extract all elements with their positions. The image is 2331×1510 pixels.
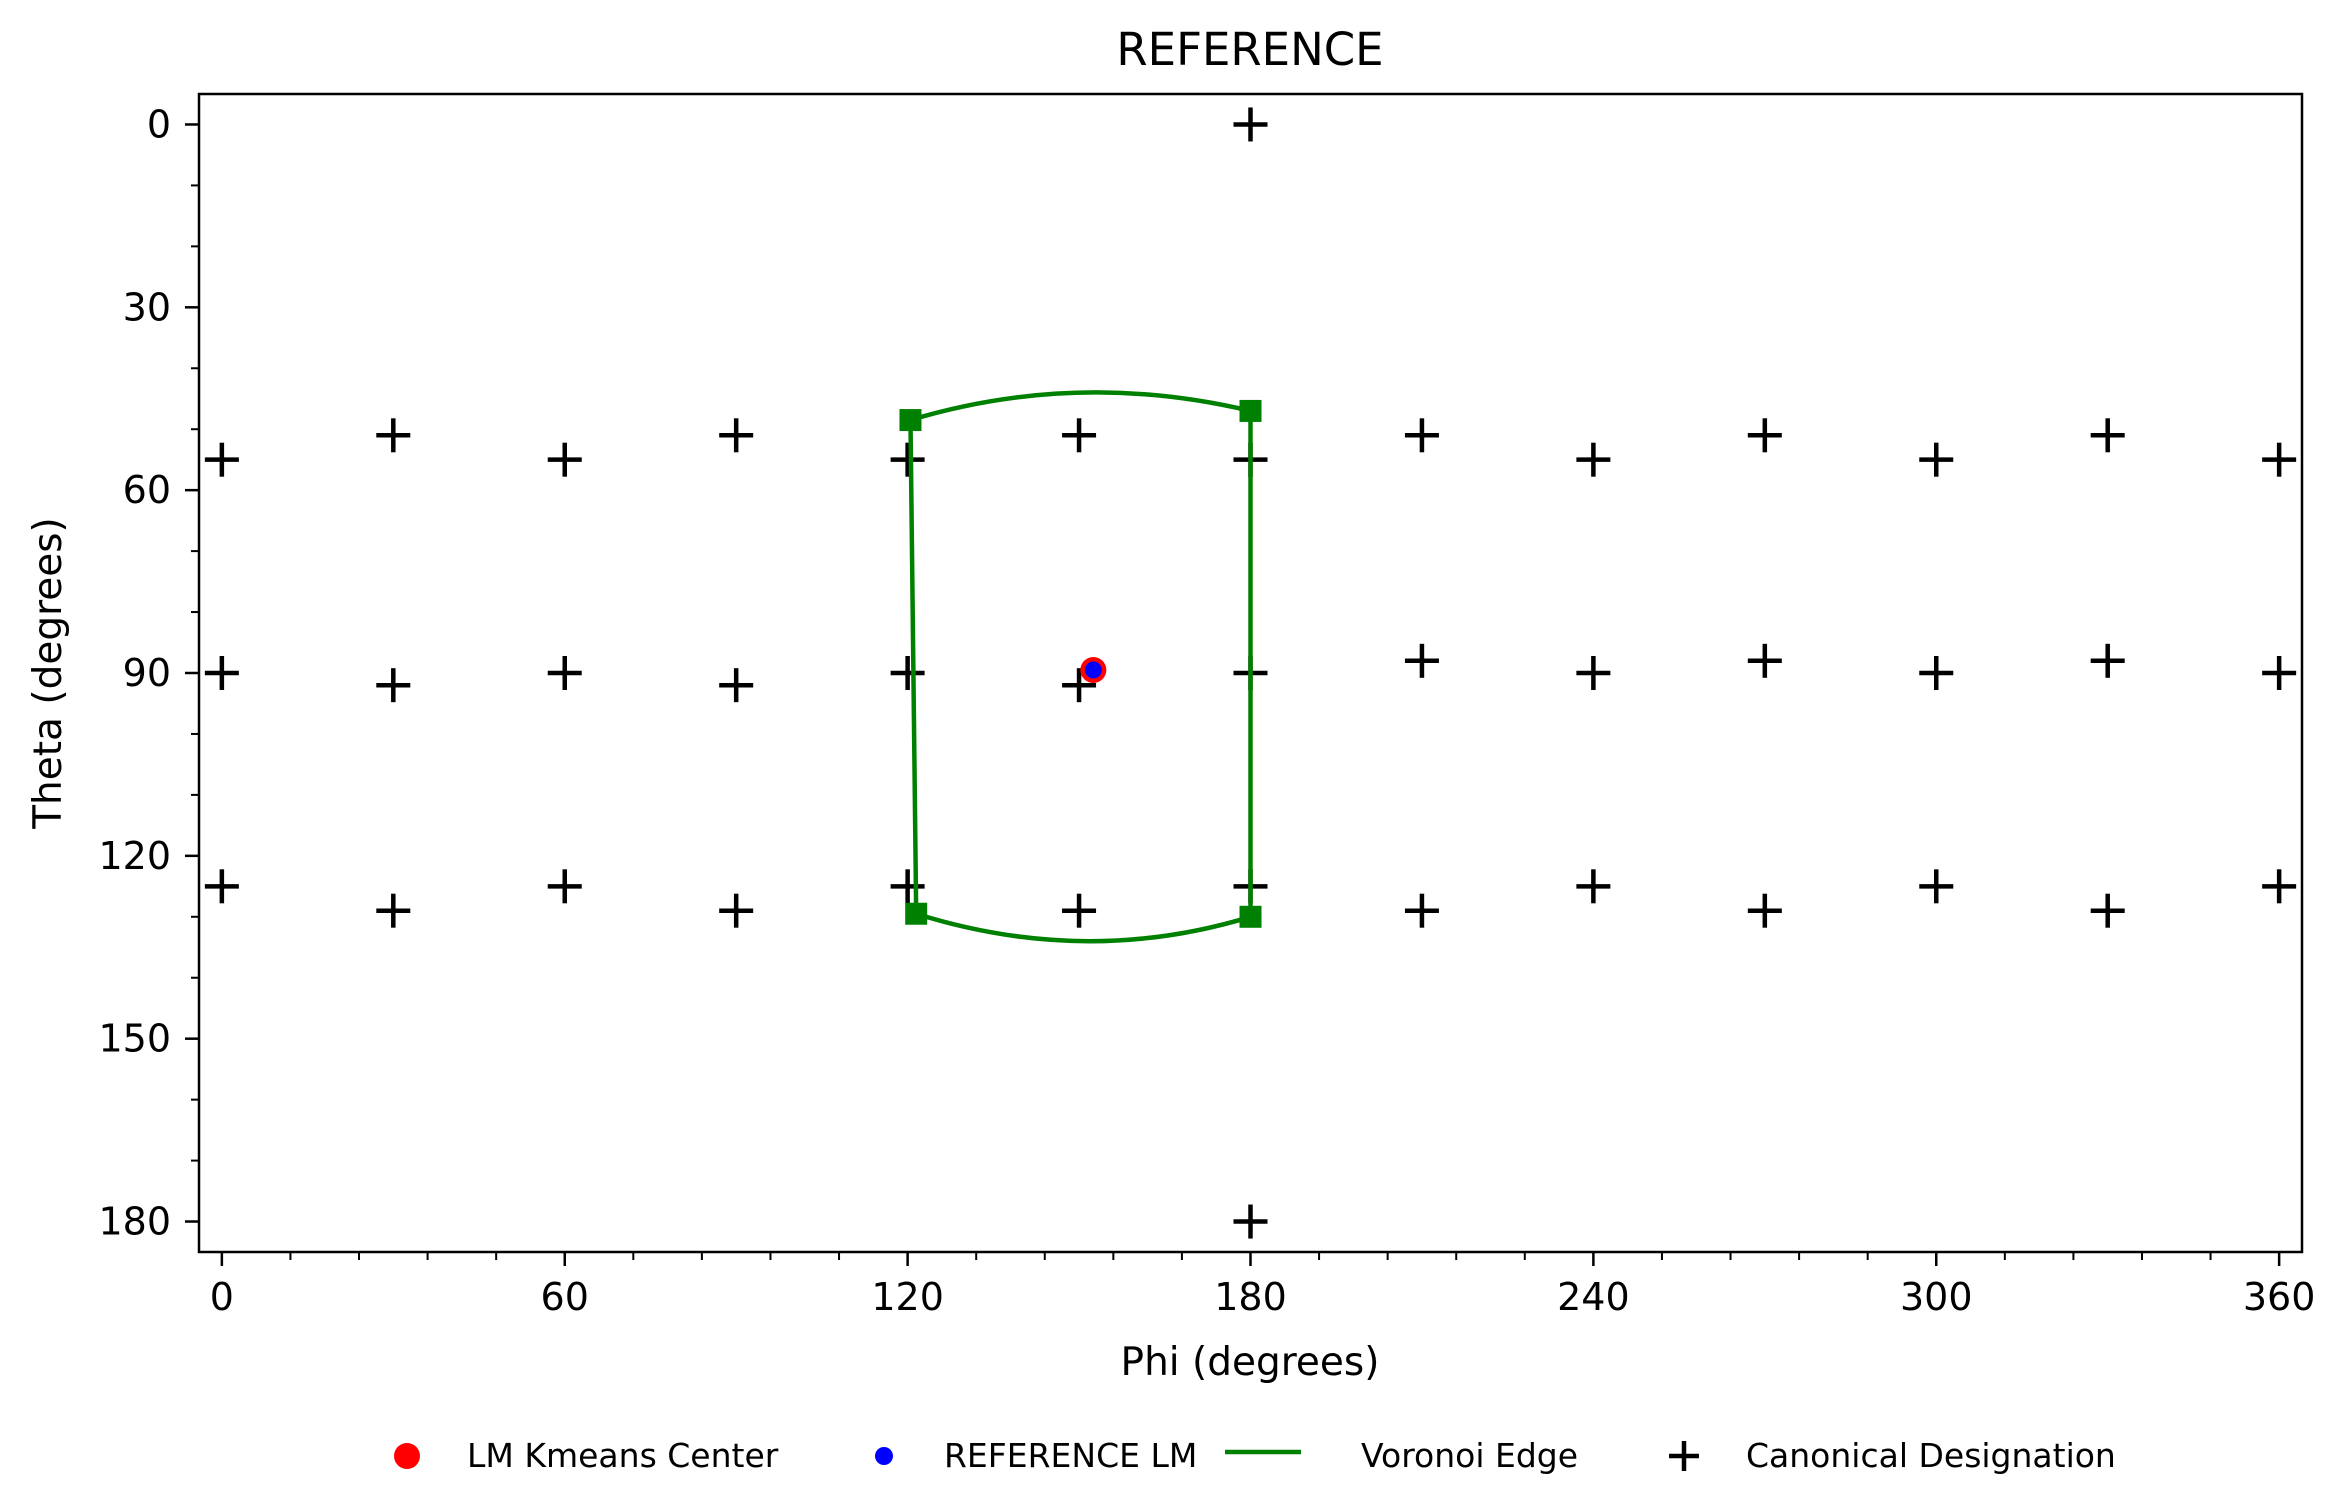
canonical-point (1576, 869, 1611, 904)
voronoi-edge (909, 390, 1252, 423)
x-tick-label: 0 (210, 1275, 234, 1319)
canonical-point (547, 442, 582, 477)
plot-area (204, 107, 2297, 1239)
canonical-point (1233, 107, 1268, 142)
legend-item: LM Kmeans Center (394, 1436, 779, 1475)
voronoi-vertex (1239, 399, 1262, 422)
axes: 0 60 120 180 240 300 360 0 30 60 90 120 150 180 (98, 102, 2315, 1319)
canonical-point (204, 869, 239, 904)
canonical-point (1747, 418, 1782, 453)
canonical-point (2262, 656, 2297, 690)
x-tick-label: 360 (2243, 1275, 2316, 1319)
canonical-point (376, 893, 411, 928)
canonical-point (2090, 643, 2125, 678)
canonical-point (1062, 418, 1097, 453)
x-tick-label: 180 (1214, 1275, 1287, 1319)
canonical-point (1233, 1204, 1268, 1239)
y-tick-label: 150 (98, 1017, 171, 1061)
canonical-point (1919, 442, 1954, 477)
canonical-point (2090, 418, 2125, 453)
voronoi-vertex (1239, 905, 1262, 928)
canonical-point (376, 418, 411, 453)
y-tick-label: 120 (98, 834, 171, 878)
x-axis-label: Phi (degrees) (1121, 1340, 1380, 1385)
legend-item: Canonical Designation (1669, 1436, 2116, 1475)
canonical-point (376, 668, 411, 703)
canonical-point (890, 656, 925, 690)
legend-reference-marker (875, 1447, 893, 1465)
voronoi-vertex (899, 409, 922, 432)
canonical-point (719, 668, 754, 703)
x-tick-label: 120 (871, 1275, 944, 1319)
canonical-point (1404, 643, 1439, 678)
canonical-point (1576, 442, 1611, 477)
voronoi-vertex (905, 902, 928, 925)
canonical-point (547, 656, 582, 690)
legend-item: REFERENCE LM (875, 1436, 1197, 1475)
canonical-point (1404, 418, 1439, 453)
canonical-point (1576, 656, 1611, 690)
canonical-point (547, 869, 582, 904)
canonical-point (719, 418, 754, 453)
x-tick-label: 240 (1557, 1275, 1630, 1319)
y-tick-label: 30 (123, 285, 171, 329)
canonical-point (1919, 869, 1954, 904)
legend-item: Voronoi Edge (1225, 1436, 1578, 1475)
legend-label: Voronoi Edge (1361, 1436, 1578, 1475)
y-tick-label: 60 (123, 468, 171, 512)
canonical-point (1747, 893, 1782, 928)
legend-label: LM Kmeans Center (467, 1436, 779, 1475)
legend-label: REFERENCE LM (944, 1436, 1197, 1475)
canonical-point (1062, 668, 1097, 703)
reference-lm-point (1084, 661, 1102, 679)
legend-kmeans-marker (394, 1443, 420, 1469)
canonical-point (1062, 893, 1097, 928)
legend-canonical-marker (1669, 1441, 1699, 1471)
canonical-point (890, 869, 925, 904)
legend-label: Canonical Designation (1746, 1436, 2116, 1475)
canonical-point (890, 442, 925, 477)
y-tick-label: 180 (98, 1200, 171, 1244)
canonical-point (1747, 643, 1782, 678)
canonical-point (2090, 893, 2125, 928)
y-tick-label: 0 (147, 102, 171, 146)
canonical-point (719, 893, 754, 928)
canonical-point (1404, 893, 1439, 928)
canonical-point (204, 656, 239, 690)
x-tick-label: 60 (541, 1275, 589, 1319)
canonical-point (2262, 442, 2297, 477)
voronoi-edge (915, 911, 1252, 944)
legend: LM Kmeans Center REFERENCE LM Voronoi Edge… (394, 1436, 2116, 1475)
x-tick-label: 300 (1900, 1275, 1973, 1319)
chart-title: REFERENCE (1116, 23, 1383, 76)
y-tick-label: 90 (123, 651, 171, 695)
canonical-point (1919, 656, 1954, 690)
y-axis-label: Theta (degrees) (26, 517, 71, 830)
canonical-point (204, 442, 239, 477)
canonical-point (2262, 869, 2297, 904)
voronoi-edge (908, 420, 919, 914)
